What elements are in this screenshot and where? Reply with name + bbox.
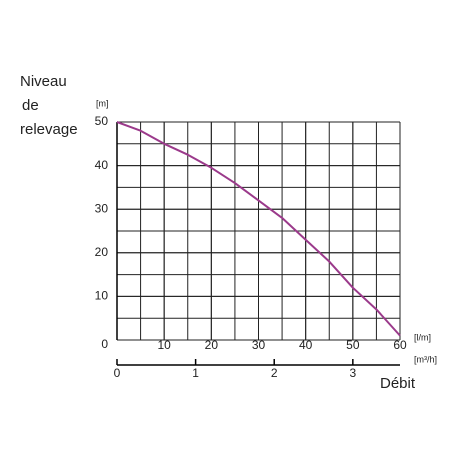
x2-tick-label: 2: [271, 366, 278, 380]
x-tick-label: 60: [393, 338, 407, 352]
x2-tick-label: 0: [114, 366, 121, 380]
y-label: Niveau: [20, 73, 67, 90]
x2-tick-label: 1: [192, 366, 199, 380]
y-tick-label: 40: [95, 158, 109, 172]
x2-tick-label: 3: [349, 366, 356, 380]
x-unit: [l/m]: [414, 332, 431, 342]
x-tick-label: 40: [299, 338, 313, 352]
x-tick-label: 30: [252, 338, 266, 352]
y-unit: [m]: [96, 98, 109, 108]
x2-unit: [m³/h]: [414, 354, 437, 364]
x-tick-label: 50: [346, 338, 360, 352]
x-label: Débit: [380, 375, 416, 392]
y-tick-label: 50: [95, 114, 109, 128]
x-tick-label: 20: [205, 338, 219, 352]
curve: [116, 121, 401, 337]
y-tick-label: 20: [95, 245, 109, 259]
y-label: de: [22, 97, 39, 114]
y-tick-label: 10: [95, 289, 109, 303]
y-tick-label: 0: [101, 337, 108, 351]
y-tick-label: 30: [95, 201, 109, 215]
x-tick-label: 10: [157, 338, 171, 352]
y-label: relevage: [20, 121, 78, 138]
